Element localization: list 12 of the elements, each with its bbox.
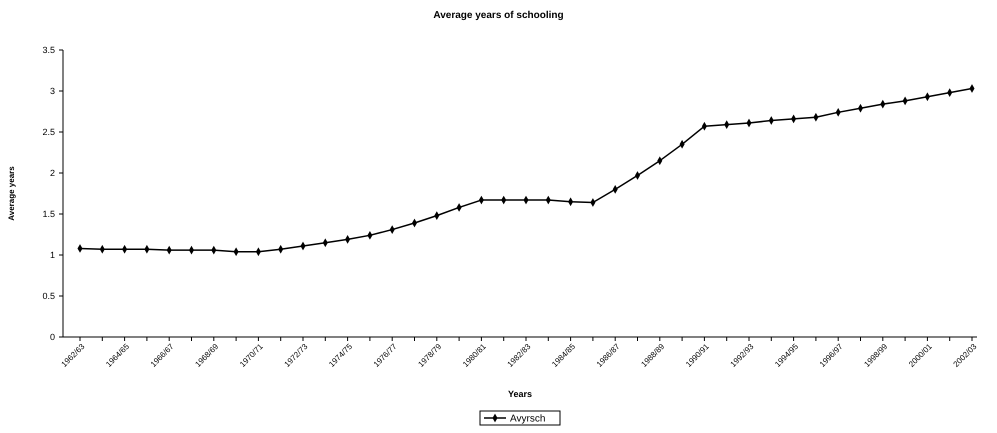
x-axis-title: Years xyxy=(508,389,532,399)
y-tick-label: 1 xyxy=(50,250,55,260)
y-tick-label: 0 xyxy=(50,332,55,342)
y-tick-label: 2.5 xyxy=(42,127,55,138)
y-tick-label: 3.5 xyxy=(42,45,55,56)
y-tick-label: 1.5 xyxy=(42,209,55,220)
y-tick-label: 2 xyxy=(50,168,55,178)
y-tick-label: 0.5 xyxy=(42,291,55,302)
legend-label: Avyrsch xyxy=(510,414,546,424)
chart-title: Average years of schooling xyxy=(433,10,564,21)
y-axis-title: Average years xyxy=(7,166,16,221)
y-tick-label: 3 xyxy=(50,86,55,96)
